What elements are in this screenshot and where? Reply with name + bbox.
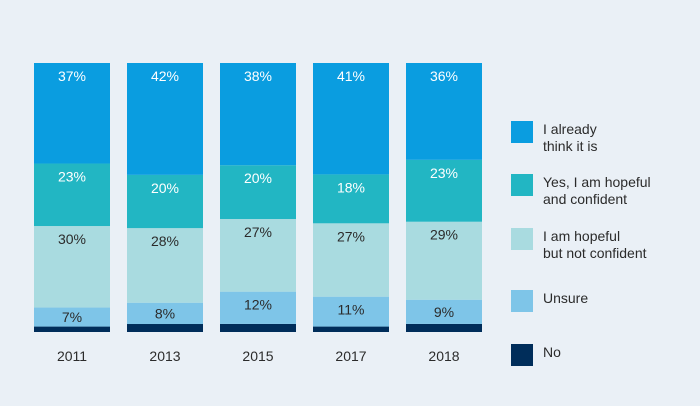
stacked-bar-chart: 7% 30% 23% 37% 2011 8% 28% 20% 42% 2013 12% 27% 20% 3… (34, 63, 482, 364)
data-label: 20% (151, 180, 179, 196)
x-tick-label: 2015 (242, 348, 273, 364)
data-label: 23% (430, 165, 458, 181)
legend-label: Unsure (543, 290, 589, 306)
data-label: 12% (244, 297, 272, 313)
bar-2015: 12% 27% 20% 38% (220, 63, 296, 332)
bar-segment (127, 63, 203, 175)
legend-item: I am hopeful but not confident (511, 228, 647, 262)
bar-segment (313, 326, 389, 332)
data-label: 36% (430, 68, 458, 84)
legend-label: I already think it is (543, 121, 598, 154)
bar-segment (127, 228, 203, 303)
data-label: 9% (434, 304, 454, 320)
bar-segment (34, 326, 110, 332)
legend-swatch (511, 344, 533, 366)
legend-swatch (511, 121, 533, 143)
bar-segment (406, 63, 482, 160)
bar-segment (406, 323, 482, 332)
data-label: 23% (58, 169, 86, 185)
data-label: 37% (58, 68, 86, 84)
bar-segment (313, 174, 389, 224)
legend-swatch (511, 290, 533, 312)
data-label: 41% (337, 68, 365, 84)
legend-swatch (511, 228, 533, 250)
bar-segment (34, 63, 110, 164)
bar-2017: 11% 27% 18% 41% (313, 63, 389, 332)
data-label: 27% (337, 228, 365, 244)
x-tick-label: 2011 (57, 348, 87, 364)
bar-segment (34, 226, 110, 308)
bar-segment (127, 324, 203, 332)
bar-2011: 7% 30% 23% 37% (34, 63, 110, 332)
bar-2013: 8% 28% 20% 42% (127, 63, 203, 332)
data-label: 42% (151, 68, 179, 84)
bar-segment (34, 163, 110, 227)
data-label: 29% (430, 227, 458, 243)
bar-segment (313, 63, 389, 175)
x-tick-label: 2013 (149, 348, 180, 364)
bar-segment (220, 291, 296, 324)
data-label: 11% (338, 302, 365, 318)
x-tick-label: 2017 (335, 348, 366, 364)
legend-item: Yes, I am hopeful and confident (511, 174, 651, 208)
data-label: 8% (155, 305, 175, 321)
bar-segment (313, 296, 389, 327)
bar-segment (220, 63, 296, 166)
legend-item: No (511, 344, 561, 366)
legend-label: I am hopeful but not confident (543, 228, 647, 261)
data-label: 18% (337, 179, 365, 195)
data-label: 7% (62, 309, 82, 325)
bar-segment (406, 221, 482, 300)
bar-segment (406, 159, 482, 222)
legend-item: Unsure (511, 290, 588, 312)
bar-segment (220, 165, 296, 220)
bar-segment (127, 302, 203, 325)
bar-2018: 9% 29% 23% 36% (406, 63, 482, 332)
data-label: 20% (244, 170, 272, 186)
x-tick-label: 2018 (428, 348, 459, 364)
legend-label: No (543, 344, 561, 360)
legend-item: I already think it is (511, 121, 597, 155)
data-label: 38% (244, 68, 272, 84)
bar-segment (406, 299, 482, 324)
bar-segment (220, 323, 296, 332)
bar-segment (34, 307, 110, 327)
bar-segment (220, 219, 296, 292)
bar-segment (127, 174, 203, 229)
chart-legend: I already think it is Yes, I am hopeful a… (511, 0, 691, 406)
bar-segment (313, 223, 389, 297)
data-label: 30% (58, 231, 86, 247)
data-label: 27% (244, 224, 272, 240)
legend-label: Yes, I am hopeful and confident (543, 174, 651, 207)
data-label: 28% (151, 233, 179, 249)
legend-swatch (511, 174, 533, 196)
